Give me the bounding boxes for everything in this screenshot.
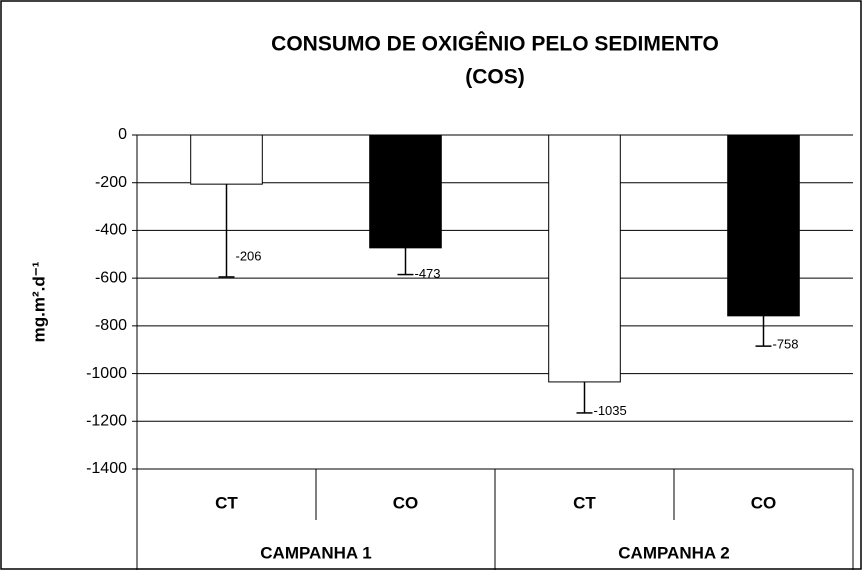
y-tick-label: -800 bbox=[95, 317, 127, 334]
bar bbox=[369, 134, 442, 249]
chart-title: CONSUMO DE OXIGÊNIO PELO SEDIMENTO bbox=[271, 32, 719, 56]
chart-title: (COS) bbox=[465, 66, 525, 89]
data-label: -758 bbox=[773, 336, 799, 351]
y-axis-label: mg.m².d⁻¹ bbox=[29, 261, 48, 342]
y-tick-label: -1200 bbox=[86, 413, 127, 430]
y-tick-label: -200 bbox=[95, 174, 127, 191]
y-tick-label: -1000 bbox=[86, 365, 127, 382]
group-label: CAMPANHA 2 bbox=[618, 543, 729, 562]
y-tick-label: -600 bbox=[95, 269, 127, 286]
bar bbox=[190, 134, 263, 185]
data-label: -206 bbox=[236, 249, 262, 264]
y-tick-label: 0 bbox=[118, 126, 127, 143]
x-tick-label: CT bbox=[573, 493, 596, 512]
bar bbox=[727, 134, 800, 317]
x-tick-label: CO bbox=[393, 493, 419, 512]
y-tick-label: -1400 bbox=[86, 460, 127, 477]
y-tick-label: -400 bbox=[95, 222, 127, 239]
x-tick-label: CO bbox=[751, 493, 777, 512]
group-label: CAMPANHA 1 bbox=[260, 543, 371, 562]
bar bbox=[548, 134, 621, 383]
data-label: -1035 bbox=[594, 403, 627, 418]
data-label: -473 bbox=[415, 266, 441, 281]
x-tick-label: CT bbox=[215, 493, 238, 512]
